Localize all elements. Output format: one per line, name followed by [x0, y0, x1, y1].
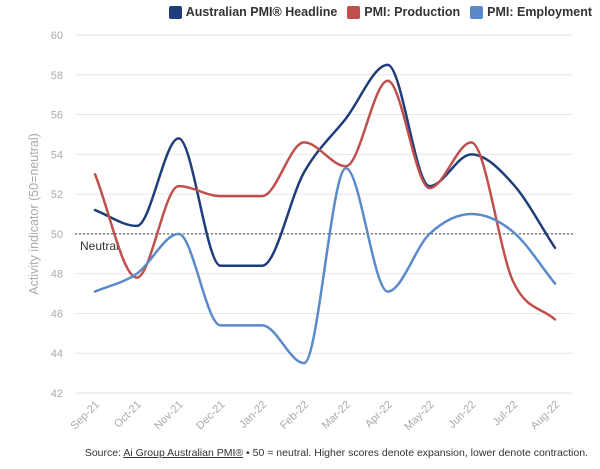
- x-tick-label: Mar-22: [320, 399, 353, 432]
- x-tick-label: Feb-22: [278, 399, 311, 432]
- legend-label: Australian PMI® Headline: [185, 5, 338, 19]
- y-tick-label: 58: [51, 70, 63, 82]
- series-line-production: [93, 79, 557, 321]
- legend-item-headline[interactable]: Australian PMI® Headline: [168, 5, 338, 19]
- legend-swatch: [470, 5, 484, 19]
- legend-label: PMI: Employment: [487, 5, 592, 19]
- x-tick-label: May-22: [402, 399, 436, 433]
- legend-item-production[interactable]: PMI: Production: [347, 5, 460, 19]
- legend-swatch: [347, 5, 361, 19]
- source-prefix: Source:: [84, 447, 124, 459]
- y-tick-label: 46: [51, 308, 63, 320]
- y-tick-label: 50: [51, 229, 63, 241]
- x-tick-label: Apr-22: [363, 399, 395, 431]
- y-tick-label: 48: [51, 269, 63, 281]
- y-tick-label: 44: [51, 348, 63, 360]
- y-tick-label: 42: [51, 388, 63, 400]
- source-suffix: • 50 = neutral. Higher scores denote exp…: [243, 447, 588, 459]
- series-line-headline: [93, 63, 557, 267]
- neutral-label: Neutral: [80, 239, 119, 253]
- y-tick-label: 60: [51, 30, 63, 42]
- y-tick-label: 54: [51, 149, 63, 161]
- legend-label: PMI: Production: [364, 5, 461, 19]
- legend-swatch: [168, 5, 182, 19]
- x-tick-label: Jan-22: [237, 399, 269, 431]
- source-note: Source: Ai Group Australian PMI® • 50 = …: [0, 447, 588, 459]
- y-tick-label: 56: [51, 110, 63, 122]
- x-tick-label: Nov-21: [152, 399, 186, 433]
- y-axis-label: Activity indicator (50=neutral): [27, 133, 41, 295]
- legend-item-employment[interactable]: PMI: Employment: [470, 5, 592, 19]
- x-tick-label: Jun-22: [446, 399, 478, 431]
- series-line-employment: [93, 167, 557, 365]
- x-tick-label: Oct-21: [112, 399, 144, 431]
- x-tick-label: Dec-21: [194, 399, 228, 433]
- source-link[interactable]: Ai Group Australian PMI®: [123, 447, 244, 459]
- x-tick-label: Sep-21: [69, 399, 103, 433]
- legend: Australian PMI® Headline PMI: Production P…: [168, 5, 592, 19]
- x-tick-label: Jul-22: [491, 399, 521, 429]
- x-tick-label: Aug-22: [529, 399, 563, 433]
- y-tick-label: 52: [51, 189, 63, 201]
